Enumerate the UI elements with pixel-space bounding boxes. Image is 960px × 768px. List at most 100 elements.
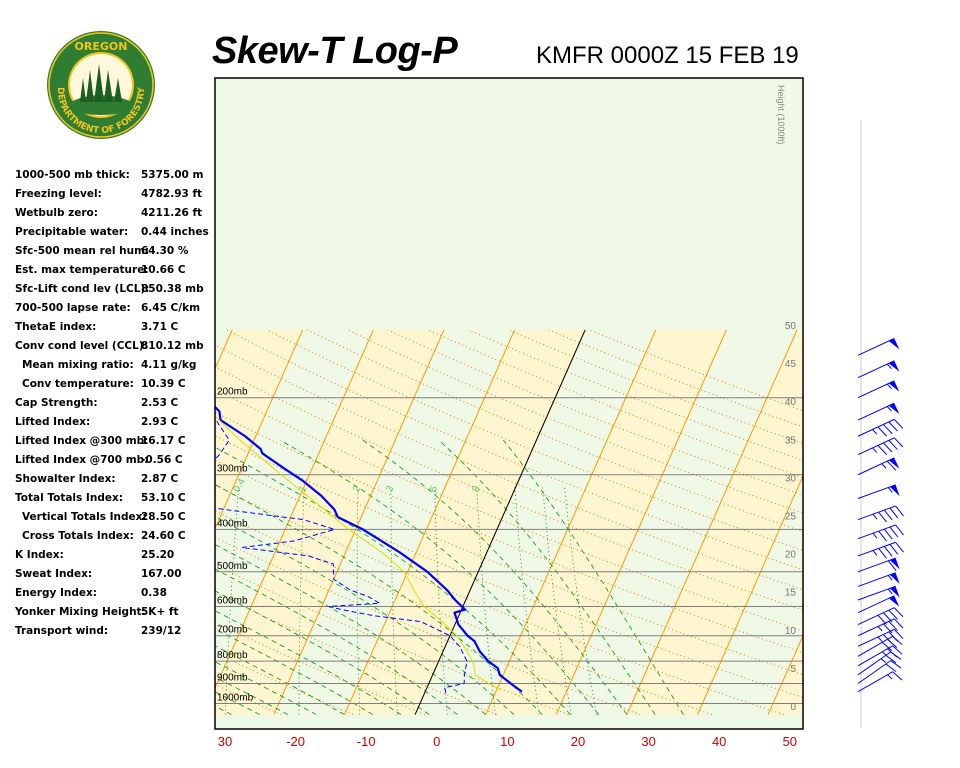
height-tick-label: 20 <box>785 550 797 561</box>
index-row: Precipitable water: 0.44 inches <box>15 223 215 242</box>
index-label: Sfc-Lift cond lev (LCL): <box>15 283 150 295</box>
index-value: 5K+ ft <box>141 606 179 618</box>
height-tick-label: 15 <box>785 588 797 599</box>
isobar-label: 700mb <box>217 625 248 636</box>
isotherm-line <box>0 330 20 715</box>
isotherm-line <box>215 329 374 690</box>
index-label: Showalter Index: <box>15 473 116 485</box>
height-tick-label: 35 <box>785 435 797 446</box>
index-value: 2.53 C <box>141 397 179 409</box>
wind-barb-feather <box>877 614 887 625</box>
moist-adiabat <box>215 516 515 715</box>
index-value: 239/12 <box>141 625 182 637</box>
wind-barb-feather <box>888 440 898 450</box>
wind-barb-flag <box>889 484 900 497</box>
index-label: Conv temperature: <box>22 378 134 390</box>
isobar-label: 900mb <box>217 672 248 683</box>
index-label: Est. max temperature: <box>15 264 149 276</box>
wind-barb-shaft <box>857 651 892 676</box>
wind-barb-half-feather <box>881 651 888 657</box>
dry-adiabat <box>215 411 803 654</box>
sounding-series-2 <box>215 415 501 691</box>
wind-barb-feather <box>881 641 893 652</box>
isobar-label: 800mb <box>217 650 248 661</box>
index-label: Freezing level: <box>15 188 102 200</box>
x-tick-label: 20 <box>571 734 585 749</box>
index-label: Energy Index: <box>15 587 97 599</box>
oregon-forestry-logo: OREGON DEPARTMENT OF FORESTRY <box>46 30 156 140</box>
height-tick-label: 40 <box>785 397 797 408</box>
dry-adiabat <box>215 592 497 716</box>
isobar-label: 200mb <box>217 387 248 398</box>
isotherm-line <box>273 329 445 715</box>
index-value: 850.38 mb <box>141 283 204 295</box>
wind-barb-flag <box>889 586 900 598</box>
wind-barb-feather <box>883 442 893 453</box>
sounding-series-1 <box>215 417 468 693</box>
isotherm-band <box>215 329 444 715</box>
mixing-ratio-label: 8 <box>470 484 483 495</box>
wind-barb-feather <box>883 509 893 521</box>
moist-adiabat <box>438 439 656 715</box>
index-value: 810.12 mb <box>141 340 204 352</box>
index-label: Lifted Index: <box>15 416 91 428</box>
index-label: ThetaE index: <box>15 321 97 333</box>
wind-barb-half-feather <box>877 626 883 632</box>
wind-barb-feather <box>895 524 904 536</box>
index-value: 64.30 % <box>141 245 189 257</box>
index-label: Precipitable water: <box>15 226 129 238</box>
wind-barb-feather <box>893 419 904 429</box>
sounding-series-0 <box>215 405 523 693</box>
wind-barb-flag <box>888 380 900 392</box>
svg-text:OREGON: OREGON <box>75 40 128 53</box>
index-value: 25.20 <box>141 549 175 561</box>
index-row: K Index: 25.20 <box>15 546 215 565</box>
wind-barb-shaft <box>857 457 895 476</box>
moist-adiabat <box>215 610 402 715</box>
wind-barb-shaft <box>857 437 895 456</box>
wind-barb-feather <box>886 460 897 471</box>
wind-barb-shaft <box>857 557 896 573</box>
index-row: Conv cond level (CCL): 810.12 mb <box>15 337 215 356</box>
index-row: Transport wind: 239/12 <box>15 622 215 641</box>
wind-barb-shaft <box>857 628 895 647</box>
index-label: Total Totals Index: <box>15 492 123 504</box>
wind-barb-feather <box>892 645 903 655</box>
plot-border <box>214 77 804 730</box>
logo-seal: OREGON DEPARTMENT OF FORESTRY <box>47 31 155 139</box>
x-tick-label: 0 <box>433 734 440 749</box>
index-row: 1000-500 mb thick: 5375.00 m <box>15 166 215 185</box>
isotherm-band <box>0 330 162 715</box>
isotherm-band <box>626 329 803 715</box>
wind-barb-shaft <box>857 607 895 626</box>
wind-barb-shaft <box>857 402 895 421</box>
wind-barb-feather <box>885 654 897 664</box>
index-row: Lifted Index: 2.93 C <box>15 413 215 432</box>
wind-barb-feather <box>878 530 887 542</box>
dry-adiabat <box>0 330 138 715</box>
moist-adiabat <box>0 440 203 714</box>
height-tick-label: 50 <box>785 321 797 332</box>
isotherm-line <box>215 329 304 530</box>
isotherm-line <box>215 329 233 370</box>
index-value: 0.44 inches <box>141 226 209 238</box>
index-row: Total Totals Index: 53.10 C <box>15 489 215 508</box>
wind-barb-half-feather <box>877 636 883 642</box>
wind-barb-shaft <box>857 524 896 540</box>
isotherm-line <box>626 329 798 715</box>
isotherm-line <box>697 474 803 715</box>
wind-barb-half-feather <box>872 550 878 556</box>
index-row: Lifted Index @300 mb: 16.17 C <box>15 432 215 451</box>
wind-barb-half-feather <box>872 532 878 539</box>
mixing-ratio-label: 5 <box>428 484 441 495</box>
wind-barb-shaft <box>857 671 893 693</box>
wind-barb-shaft <box>857 541 896 557</box>
index-row: Mean mixing ratio: 4.11 g/kg <box>15 356 215 375</box>
index-row: Yonker Mixing Height: 5K+ ft <box>15 603 215 622</box>
wind-barb-flag <box>889 572 900 585</box>
moist-adiabat <box>503 439 684 715</box>
index-label: Sfc-500 mean rel hum: <box>15 245 150 257</box>
isobar-label: 400mb <box>217 518 248 529</box>
index-label: Yonker Mixing Height: <box>15 606 146 618</box>
wind-barb-feather <box>878 548 887 559</box>
